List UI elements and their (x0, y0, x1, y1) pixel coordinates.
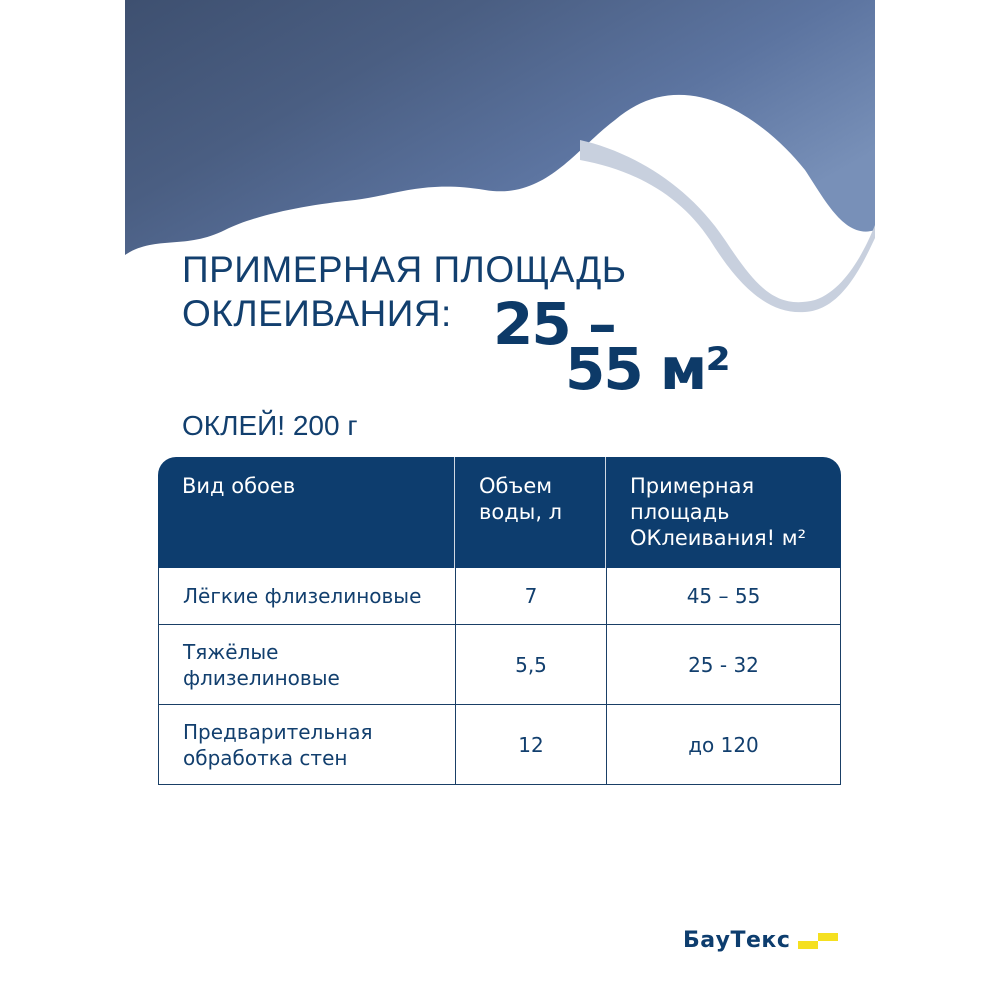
brand-name: БауТекс (683, 928, 791, 953)
cell-water: 5,5 (455, 625, 606, 705)
cell-type: Лёгкие флизелиновые (158, 568, 455, 625)
table-row: Предварительная обработка стен 12 до 120 (158, 705, 841, 785)
headline-line2: ОКЛЕИВАНИЯ: (182, 293, 452, 334)
product-card: ПРИМЕРНАЯ ПЛОЩАДЬ ОКЛЕИВАНИЯ: 25 – 55 м²… (125, 0, 875, 1000)
area-range-bottom: 55 м² (565, 335, 731, 403)
cell-water: 7 (455, 568, 606, 625)
header-wallpaper-type: Вид обоев (158, 457, 455, 568)
headline-line1: ПРИМЕРНАЯ ПЛОЩАДЬ (182, 249, 627, 290)
cell-water: 12 (455, 705, 606, 785)
table-row: Лёгкие флизелиновые 7 45 – 55 (158, 568, 841, 625)
cell-type: Предварительная обработка стен (158, 705, 455, 785)
cell-area: 45 – 55 (606, 568, 841, 625)
brand-logo: БауТекс (683, 928, 840, 953)
headline: ПРИМЕРНАЯ ПЛОЩАДЬ ОКЛЕИВАНИЯ: (182, 248, 627, 336)
table-row: Тяжёлые флизелиновые 5,5 25 - 32 (158, 625, 841, 705)
mountain-background (125, 0, 875, 313)
product-name: ОКЛЕЙ! 200 г (182, 410, 358, 441)
brand-mark-icon (798, 932, 839, 949)
cell-area: до 120 (606, 705, 841, 785)
header-area: Примерная площадь ОКлеивания! м² (606, 457, 841, 568)
area-range-top: 25 – (493, 290, 617, 358)
cell-area: 25 - 32 (606, 625, 841, 705)
header-water-volume: Объем воды, л (455, 457, 606, 568)
cell-type: Тяжёлые флизелиновые (158, 625, 455, 705)
coverage-table: Вид обоев Объем воды, л Примерная площад… (158, 457, 841, 785)
